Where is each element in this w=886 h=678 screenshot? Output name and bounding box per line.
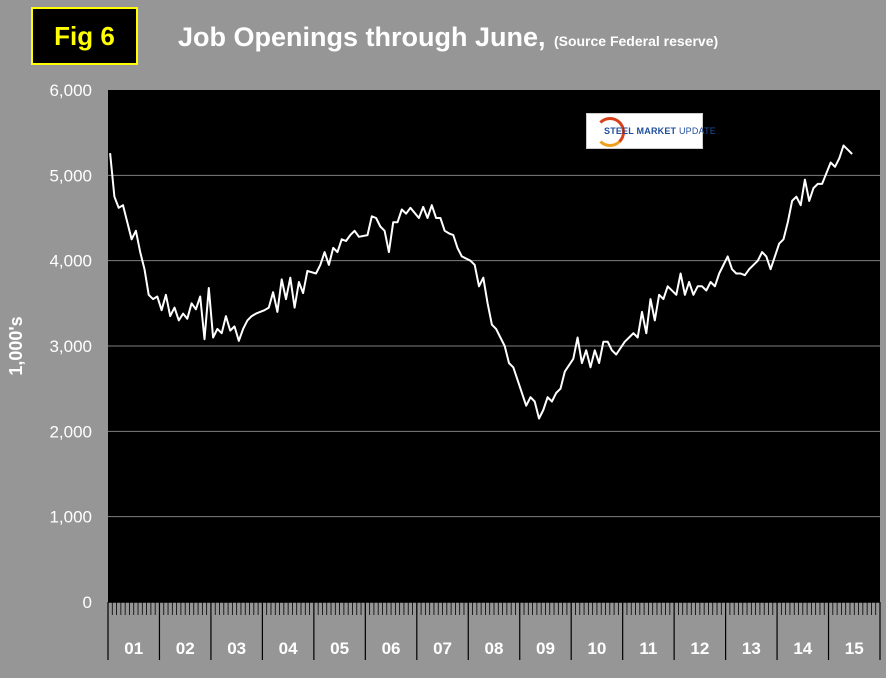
y-axis: 0 1,000 2,000 3,000 4,000 5,000 6,000	[49, 81, 92, 612]
y-tick-label: 4,000	[49, 252, 92, 271]
y-tick-label: 1,000	[49, 508, 92, 527]
gridlines	[108, 174, 880, 518]
x-tick-label: 15	[845, 639, 864, 658]
y-axis-label: 1,000's	[6, 316, 26, 375]
y-tick-label: 2,000	[49, 422, 92, 441]
logo-swoosh-icon	[595, 117, 625, 147]
x-tick-label: 04	[279, 639, 298, 658]
x-tick-label: 10	[587, 639, 606, 658]
x-tick-label: 06	[382, 639, 401, 658]
x-tick-label: 08	[485, 639, 504, 658]
series-line-0	[109, 144, 853, 420]
y-tick-label: 0	[83, 593, 92, 612]
chart-title-row: Job Openings through June, (Source Feder…	[178, 22, 718, 53]
x-tick-label: 13	[742, 639, 761, 658]
y-tick-label: 5,000	[49, 166, 92, 185]
x-axis: 01 02 03 04 05 06 07 08 09 10 11 12 13 14 15	[107, 601, 881, 660]
x-tick-label: 11	[639, 639, 657, 658]
chart-subtitle: (Source Federal reserve)	[553, 33, 719, 49]
x-tick-label: 09	[536, 639, 555, 658]
figure-label: Fig 6	[54, 20, 115, 51]
x-tick-label: 07	[433, 639, 452, 658]
x-tick-label: 02	[176, 639, 195, 658]
series-group	[109, 144, 853, 420]
y-tick-label: 3,000	[49, 337, 92, 356]
chart-title: Job Openings through June,	[178, 22, 546, 52]
y-tick-label: 6,000	[49, 81, 92, 100]
x-tick-label: 12	[690, 639, 709, 658]
x-tick-label: 03	[227, 639, 246, 658]
steel-market-update-logo: STEEL MARKET UPDATE	[586, 113, 716, 149]
x-tick-label: 14	[793, 639, 812, 658]
x-tick-label: 05	[330, 639, 349, 658]
figure-badge: Fig 6	[31, 7, 138, 65]
x-tick-label: 01	[124, 639, 143, 658]
logo-wordmark: STEEL MARKET UPDATE	[604, 126, 716, 136]
